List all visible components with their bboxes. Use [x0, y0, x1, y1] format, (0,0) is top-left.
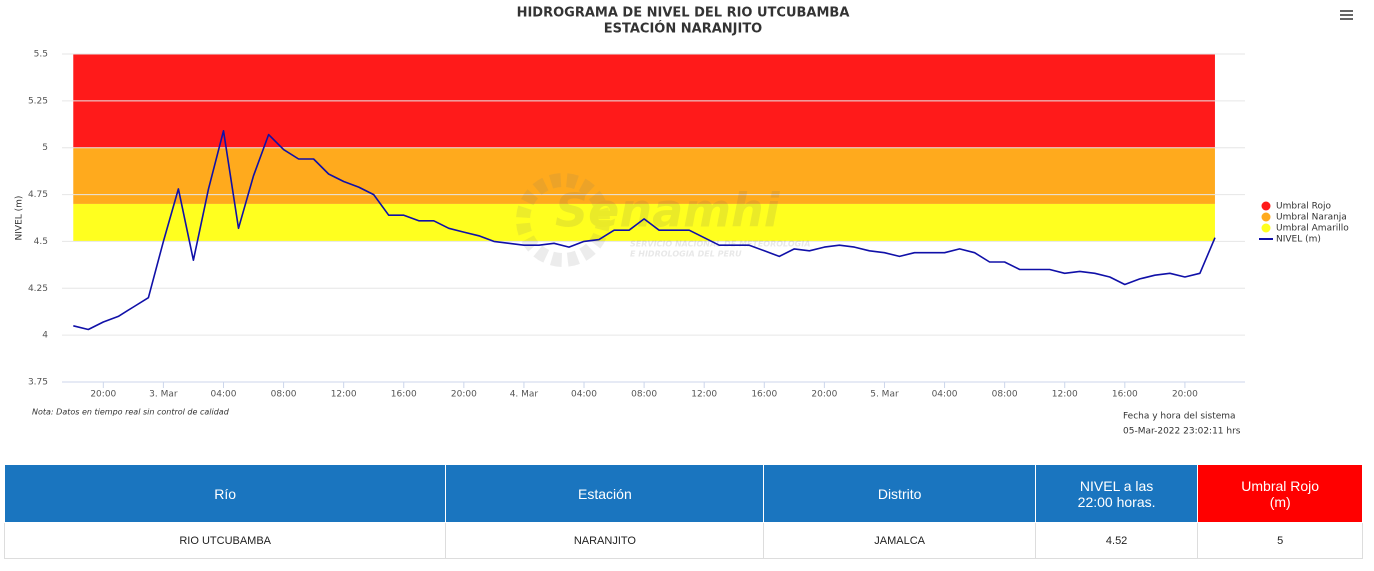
x-tick-label: 20:00	[451, 390, 477, 400]
data-row: RIO UTCUBAMBA NARANJITO JAMALCA 4.52 5	[3, 522, 1363, 559]
x-tick-label: 08:00	[631, 390, 657, 400]
legend-label: Umbral Naranja	[1276, 213, 1347, 223]
menu-bar	[1340, 18, 1353, 20]
legend-symbol	[1261, 201, 1271, 211]
x-tick-label: 20:00	[811, 390, 837, 400]
x-tick-label: 4. Mar	[510, 390, 539, 400]
menu-bar	[1340, 10, 1353, 12]
legend-label: Umbral Amarillo	[1276, 224, 1349, 234]
x-tick-label: 08:00	[271, 390, 297, 400]
header-cell: NIVEL a las 22:00 horas.	[1034, 464, 1199, 523]
watermark-logo	[516, 173, 610, 267]
x-tick-label: 08:00	[992, 390, 1018, 400]
y-axis-label: NIVEL (m)	[15, 196, 25, 241]
header-row: Río Estación Distrito NIVEL a las 22:00 …	[3, 464, 1363, 523]
cell: RIO UTCUBAMBA	[3, 522, 447, 559]
cell: 5	[1197, 522, 1363, 559]
watermark-text: E HIDROLOGIA DEL PERU	[630, 250, 742, 259]
watermark-text: SERVICIO NACIONAL DE METEOROLOGIA	[630, 240, 810, 249]
y-tick-label: 3.75	[28, 378, 48, 388]
system-time-label: Fecha y hora del sistema	[1123, 412, 1236, 422]
header-cell: Río	[3, 464, 447, 523]
system-time: 05-Mar-2022 23:02:11 hrs	[1123, 427, 1241, 437]
chart-title: HIDROGRAMA DE NIVEL DEL RIO UTCUBAMBA	[517, 6, 850, 21]
menu-bar	[1340, 14, 1353, 16]
y-tick-label: 4.5	[34, 237, 48, 247]
y-tick-label: 4.25	[28, 284, 48, 294]
note: Nota: Datos en tiempo real sin control d…	[32, 408, 230, 417]
cell: 4.52	[1034, 522, 1199, 559]
x-tick-label: 16:00	[391, 390, 417, 400]
y-tick-label: 5	[42, 143, 48, 153]
header-cell: Estación	[445, 464, 765, 523]
x-tick-label: 16:00	[751, 390, 777, 400]
y-tick-label: 4	[42, 331, 48, 341]
series-line	[73, 130, 1216, 331]
header-cell: Distrito	[763, 464, 1036, 523]
x-tick-label: 04:00	[932, 390, 958, 400]
y-tick-label: 5.5	[34, 50, 48, 60]
x-tick-label: 20:00	[90, 390, 116, 400]
menu-button[interactable]	[1340, 10, 1353, 20]
legend-label: Umbral Rojo	[1276, 202, 1332, 212]
threshold-band	[73, 203, 1215, 242]
chart-subtitle: ESTACIÓN NARANJITO	[604, 21, 762, 37]
x-tick-label: 5. Mar	[870, 390, 899, 400]
chart: HIDROGRAMA DE NIVEL DEL RIO UTCUBAMBA ES…	[15, 6, 1353, 437]
x-tick-label: 3. Mar	[149, 390, 178, 400]
x-tick-label: 12:00	[691, 390, 717, 400]
cell: JAMALCA	[763, 522, 1036, 559]
x-tick-label: 12:00	[1052, 390, 1078, 400]
x-tick-label: 04:00	[211, 390, 237, 400]
header-cell: Umbral Rojo (m)	[1197, 464, 1363, 523]
data-table: Río Estación Distrito NIVEL a las 22:00 …	[3, 464, 1363, 559]
legend-symbol	[1261, 212, 1271, 222]
x-tick-label: 16:00	[1112, 390, 1138, 400]
cell: NARANJITO	[445, 522, 765, 559]
x-tick-label: 12:00	[331, 390, 357, 400]
x-tick-label: 20:00	[1172, 390, 1198, 400]
y-tick-label: 4.75	[28, 190, 48, 200]
legend-symbol	[1261, 223, 1271, 233]
y-tick-label: 5.25	[28, 96, 48, 106]
x-tick-label: 04:00	[571, 390, 597, 400]
legend-label: NIVEL (m)	[1276, 235, 1321, 245]
watermark: Senamhi SERVICIO NACIONAL DE METEOROLOGIA…	[516, 173, 810, 267]
watermark-brand: Senamhi	[555, 184, 781, 238]
